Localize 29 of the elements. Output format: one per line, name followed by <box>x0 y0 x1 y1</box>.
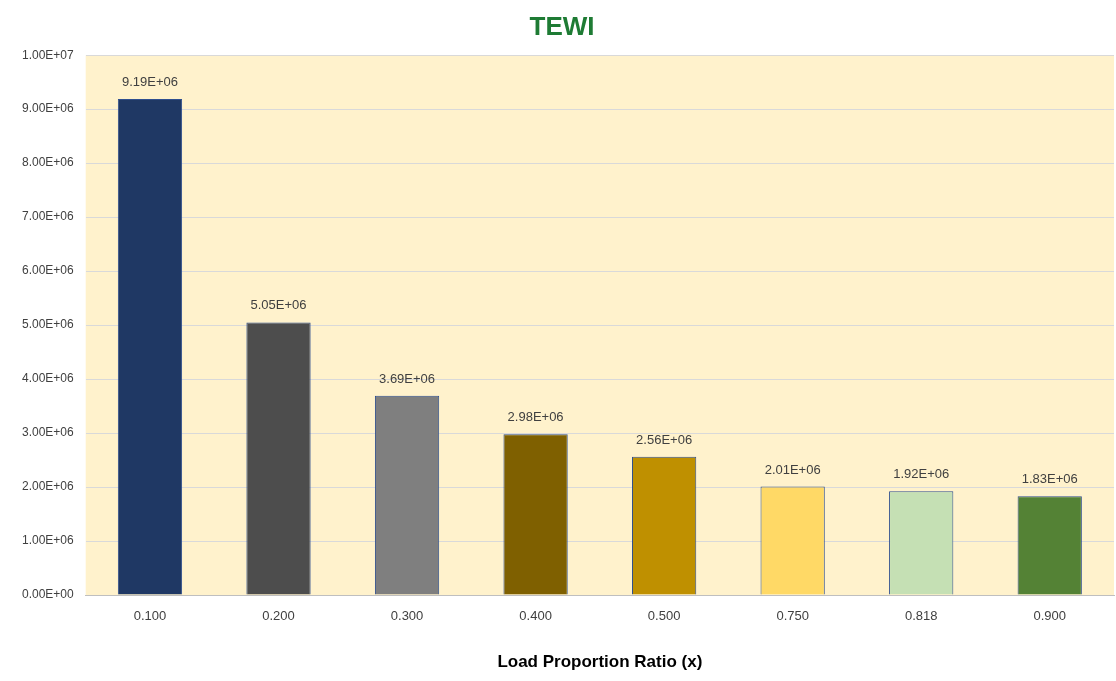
data-label: 3.69E+06 <box>379 370 436 386</box>
chart-title: TEWI <box>529 10 595 41</box>
data-label: 1.83E+06 <box>1021 471 1078 487</box>
y-tick-label: 6.00E+06 <box>22 263 75 278</box>
y-tick-label: 2.00E+06 <box>22 479 75 494</box>
y-tick-label: 1.00E+06 <box>22 533 75 548</box>
y-tick-label: 7.00E+06 <box>22 209 75 224</box>
y-tick-label: 3.00E+06 <box>22 425 75 440</box>
x-tick-label: 0.200 <box>262 608 295 624</box>
data-label: 5.05E+06 <box>250 297 307 313</box>
data-label: 2.56E+06 <box>636 431 693 447</box>
data-label: 9.19E+06 <box>121 74 178 89</box>
x-tick-label: 0.500 <box>647 608 681 624</box>
data-label: 1.92E+06 <box>893 466 950 482</box>
y-tick-label: 1.00E+07 <box>22 47 75 62</box>
x-tick-label: 0.300 <box>390 608 424 624</box>
y-tick-label: 9.00E+06 <box>22 101 75 116</box>
y-tick-label: 0.00E+00 <box>22 587 75 602</box>
data-label: 2.01E+06 <box>764 461 821 477</box>
x-tick-label: 0.400 <box>519 608 552 624</box>
y-tick-label: 8.00E+06 <box>22 155 75 170</box>
x-tick-label: 0.818 <box>904 608 938 624</box>
y-tick-label: 4.00E+06 <box>22 371 75 386</box>
x-tick-label: 0.750 <box>776 608 809 624</box>
x-tick-label: 0.900 <box>1033 608 1067 624</box>
x-axis-title: Load Proportion Ratio (x) <box>497 652 703 672</box>
y-tick-label: 5.00E+06 <box>22 317 75 332</box>
data-label: 2.98E+06 <box>507 409 564 425</box>
x-tick-label: 0.100 <box>133 608 167 624</box>
